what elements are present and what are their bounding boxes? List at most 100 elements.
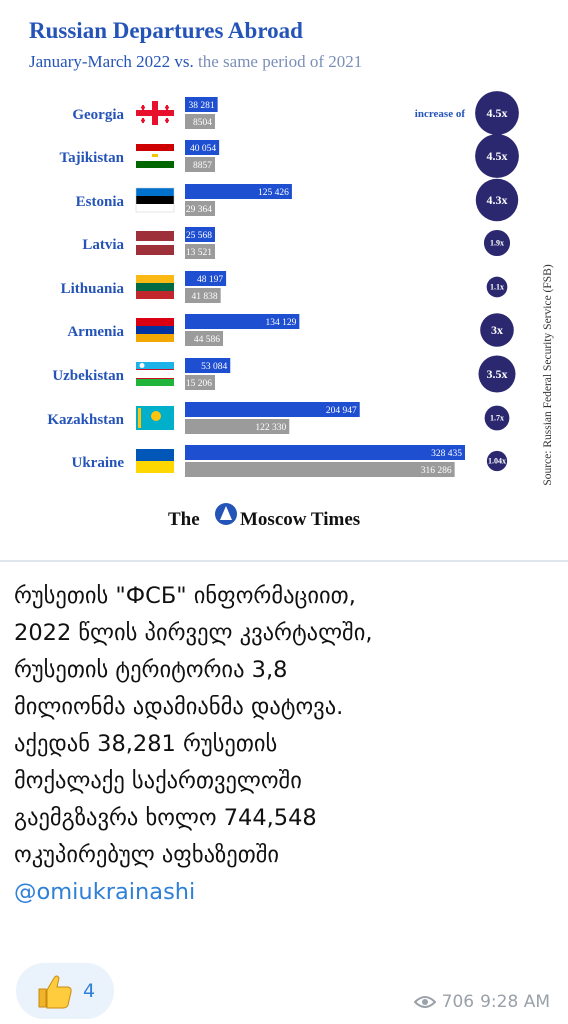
bar-value-2022: 40 054 (190, 144, 216, 154)
bar-2022 (185, 445, 465, 460)
message-line: აქედან 38,281 რუსეთის (14, 731, 278, 757)
bar-2021 (185, 419, 290, 434)
multiplier-circle (486, 450, 508, 472)
message-time: 9:28 AM (480, 992, 550, 1012)
country-label: Estonia (76, 194, 125, 210)
chart-subtitle: January-March 2022 vs. the same period o… (29, 52, 362, 72)
bar-value-2022: 53 084 (201, 362, 227, 372)
bar-2022 (185, 402, 360, 417)
bar-value-2022: 125 426 (258, 188, 289, 198)
logo-text-right: Moscow Times (240, 509, 360, 530)
multiplier-label: 4.5x (487, 106, 508, 120)
bar-value-2022: 48 197 (197, 275, 223, 285)
multiplier-circle (486, 276, 508, 298)
bar-2021 (185, 157, 215, 172)
bar-2021 (185, 244, 215, 259)
chart-title: Russian Departures Abroad (29, 18, 303, 43)
country-label: Lithuania (61, 281, 125, 297)
multiplier-circle (475, 178, 519, 222)
source-note: Source: Russian Federal Security Service… (542, 264, 554, 486)
bar-2022 (185, 314, 300, 329)
country-label: Armenia (67, 324, 124, 340)
bar-2021 (185, 114, 215, 129)
message-meta: 706 9:28 AM (413, 992, 550, 1012)
multiplier-label: 4.3x (487, 193, 508, 207)
bar-value-2022: 25 568 (186, 231, 212, 241)
multiplier-label: 4.5x (487, 149, 508, 163)
multiplier-label: 1.04x (488, 457, 506, 466)
bar-2021 (185, 331, 224, 346)
multiplier-label: 1.9x (490, 239, 504, 248)
bar-2022 (185, 140, 220, 155)
bar-value-2021: 8857 (193, 161, 212, 171)
multiplier-label: 1.1x (490, 283, 504, 292)
bar-value-2022: 38 281 (189, 101, 215, 111)
multiplier-circle (475, 134, 519, 178)
bar-2021 (185, 201, 215, 216)
subtitle-dim: the same period of 2021 (198, 52, 363, 71)
bar-2022 (185, 184, 292, 199)
ukraine-flag (136, 449, 174, 473)
estonia-flag (135, 187, 175, 213)
country-label: Georgia (72, 107, 124, 123)
bar-2021 (185, 288, 221, 303)
message-line: რუსეთის ტერიტორია 3,8 (14, 657, 288, 683)
lithuania-flag (136, 275, 174, 299)
armenia-flag (136, 318, 174, 342)
multiplier-circle (483, 229, 511, 257)
multiplier-circle (475, 91, 519, 135)
view-count: 706 (441, 992, 475, 1012)
bar-value-2021: 44 586 (194, 335, 220, 345)
divider (0, 560, 568, 562)
thumbs-up-icon (38, 975, 72, 1009)
bar-2021 (185, 462, 455, 477)
message-line: 2022 წლის პირველ კვარტალში, (14, 620, 373, 646)
message-text: რუსეთის "ФСБ" ინფორმაციით, 2022 წლის პირ… (14, 578, 559, 911)
multiplier-label: 3x (491, 323, 503, 337)
bar-value-2021: 122 330 (255, 423, 286, 433)
bar-value-2022: 328 435 (431, 449, 462, 459)
message-line: მოქალაქე საქართველოში (14, 768, 302, 794)
message-line: რუსეთის "ФСБ" ინფორმაციით, (14, 583, 356, 609)
bar-2022 (185, 358, 231, 373)
increase-label: increase of (415, 108, 466, 120)
bar-value-2022: 134 129 (265, 318, 296, 328)
multiplier-circle (484, 405, 510, 431)
country-label: Latvia (82, 237, 124, 253)
multiplier-circle (478, 355, 516, 393)
bar-value-2022: 204 947 (326, 406, 357, 416)
georgia-flag (136, 101, 174, 125)
chart-image: Russian Departures Abroad January-March … (29, 18, 554, 530)
bar-chart: Georgia 38 281 8504 4.5x Tajikistan 40 054 885… (47, 91, 554, 530)
multiplier-circle (480, 313, 514, 347)
bar-value-2021: 29 364 (186, 205, 212, 215)
reaction-button[interactable]: 4 (16, 963, 114, 1019)
message-line: ოკუპირებულ აფხაზეთში (14, 842, 280, 868)
latvia-flag (136, 231, 174, 255)
country-label: Uzbekistan (52, 368, 124, 384)
tajikistan-flag (136, 144, 174, 168)
bar-value-2021: 15 206 (186, 379, 212, 389)
bar-2022 (185, 97, 218, 112)
views-eye-icon (413, 996, 436, 1008)
logo-emblem-mark (220, 506, 232, 520)
message-line: გაემგზავრა ხოლო 744,548 (14, 805, 317, 831)
kazakhstan-flag (136, 406, 174, 430)
bar-value-2021: 8504 (193, 118, 212, 128)
bar-2022 (185, 227, 215, 242)
bar-value-2021: 316 286 (421, 466, 452, 476)
bar-value-2021: 13 521 (186, 248, 212, 258)
multiplier-label: 3.5x (487, 367, 508, 381)
multiplier-label: 1.7x (490, 414, 504, 423)
uzbekistan-flag (136, 362, 174, 386)
country-label: Ukraine (72, 455, 125, 471)
country-label: Tajikistan (60, 150, 125, 166)
channel-link[interactable]: @omiukrainashi (14, 879, 196, 905)
bar-2021 (185, 375, 215, 390)
logo-text-left: The (168, 509, 200, 530)
country-label: Kazakhstan (47, 412, 124, 428)
bar-value-2021: 41 838 (192, 292, 218, 302)
subtitle-main: January-March 2022 vs. (29, 52, 194, 71)
message-line: მილიონმა ადამიანმა დატოვა. (14, 694, 344, 720)
bar-2022 (185, 271, 227, 286)
